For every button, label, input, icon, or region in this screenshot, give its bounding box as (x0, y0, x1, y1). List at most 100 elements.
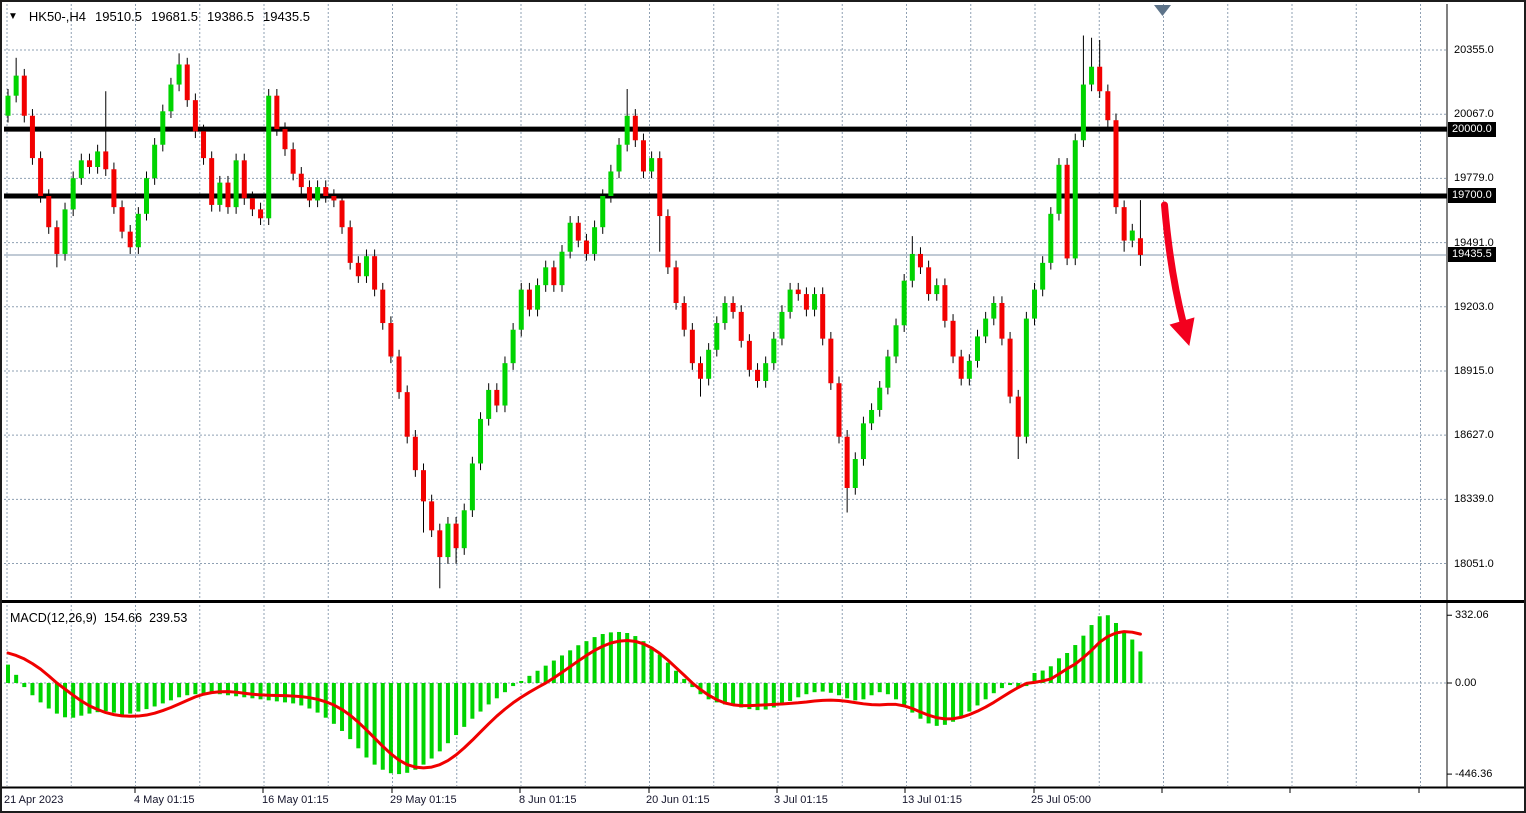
pane-separator[interactable] (2, 600, 1526, 603)
macd-histogram-bar (788, 683, 793, 701)
macd-histogram-bar (999, 683, 1004, 689)
bear-candle (673, 267, 679, 303)
bull-candle (168, 84, 174, 112)
macd-histogram-bar (910, 683, 915, 713)
price-axis-label: 20355.0 (1454, 44, 1494, 56)
macd-histogram-bar (1089, 625, 1094, 683)
bear-candle (803, 294, 809, 310)
bear-candle (640, 140, 646, 172)
bull-candle (469, 463, 475, 511)
macd-histogram-bar (983, 683, 988, 700)
bull-candle (1089, 66, 1095, 85)
bull-candle (1129, 230, 1135, 241)
macd-histogram-bar (437, 683, 442, 752)
macd-histogram-bar (54, 683, 59, 714)
macd-histogram-bar (967, 683, 972, 712)
macd-histogram-bar (511, 683, 516, 687)
macd-histogram-bar (861, 683, 866, 700)
chart-shift-marker-icon[interactable] (1154, 5, 1171, 16)
bear-candle (1064, 164, 1070, 259)
macd-axis[interactable] (1448, 604, 1524, 787)
bear-candle (926, 267, 932, 295)
macd-histogram-bar (584, 641, 589, 683)
bear-candle (958, 356, 964, 379)
macd-histogram-bar (592, 637, 597, 683)
bear-candle (755, 369, 761, 382)
bull-candle (934, 285, 940, 295)
macd-histogram-bar (217, 683, 222, 695)
macd-histogram-bar (234, 683, 239, 697)
macd-histogram-bar (30, 683, 35, 696)
macd-histogram-bar (722, 683, 727, 705)
price-axis-label: 19203.0 (1454, 300, 1494, 313)
bull-candle (217, 182, 223, 205)
macd-histogram-bar (519, 680, 524, 683)
bear-candle (29, 115, 35, 159)
bear-candle (1121, 207, 1127, 241)
macd-histogram-bar (1138, 651, 1143, 683)
bull-candle (787, 289, 793, 312)
macd-histogram-bar (812, 683, 817, 693)
price-level-line-19700[interactable] (4, 193, 1447, 199)
macd-histogram-bar (242, 683, 247, 698)
price-level-line-20000[interactable] (4, 126, 1447, 132)
macd-histogram-bar (845, 683, 850, 699)
bear-candle (828, 338, 834, 384)
price-axis-label: 18339.0 (1454, 493, 1494, 506)
trend-arrow-shaft[interactable] (1161, 201, 1187, 326)
bull-candle (62, 209, 68, 254)
price-axis-label: 18051.0 (1454, 557, 1494, 570)
bear-candle (86, 160, 92, 168)
bear-candle (836, 383, 842, 437)
macd-histogram-bar (739, 683, 744, 708)
macd-histogram-bar (820, 683, 825, 692)
bull-candle (763, 363, 769, 382)
bull-candle (901, 280, 907, 326)
macd-histogram-bar (1032, 673, 1037, 683)
bull-candle (974, 336, 980, 361)
macd-histogram-bar (152, 683, 157, 707)
trend-arrow-head-icon[interactable] (1169, 317, 1195, 346)
bull-candle (135, 213, 141, 248)
bull-candle (812, 294, 818, 310)
macd-histogram-bar (364, 683, 369, 758)
macd-histogram-bar (1008, 683, 1013, 686)
bull-candle (445, 523, 451, 558)
macd-histogram-bar (429, 683, 434, 759)
time-axis[interactable] (4, 789, 1524, 811)
macd-histogram-bar (46, 683, 51, 709)
time-axis-label: 16 May 01:15 (262, 794, 329, 806)
bear-candle (1015, 396, 1021, 437)
symbol-dropdown-icon[interactable]: ▼ (8, 11, 18, 22)
macd-histogram-bar (1048, 666, 1053, 683)
macd-histogram-bar (307, 683, 312, 709)
bull-candle (5, 95, 11, 116)
bear-candle (103, 151, 109, 170)
bear-candle (355, 262, 361, 277)
bull-candle (559, 251, 565, 286)
bear-candle (127, 231, 133, 248)
bull-candle (1023, 318, 1029, 437)
current-price-tag: 19435.5 (1448, 247, 1496, 263)
macd-histogram-bar (6, 664, 10, 683)
macd-histogram-bar (1097, 616, 1102, 683)
macd-histogram-bar (111, 683, 116, 713)
macd-histogram-bar (714, 683, 719, 703)
bear-candle (820, 294, 826, 339)
macd-histogram-bar (120, 683, 125, 715)
bear-candle (241, 160, 247, 199)
time-axis-label: 20 Jun 01:15 (646, 794, 710, 806)
macd-histogram-bar (828, 683, 833, 693)
macd-histogram-bar (926, 683, 931, 724)
bear-candle (323, 187, 329, 196)
bull-candle (486, 389, 492, 419)
bear-candle (298, 173, 304, 188)
macd-histogram-bar (894, 683, 899, 700)
ohlc-low: 19386.5 (206, 9, 254, 24)
bull-candle (502, 363, 508, 406)
bear-candle (950, 320, 956, 357)
macd-histogram-bar (299, 683, 304, 706)
bull-candle (95, 151, 101, 168)
macd-histogram-bar (771, 683, 776, 708)
